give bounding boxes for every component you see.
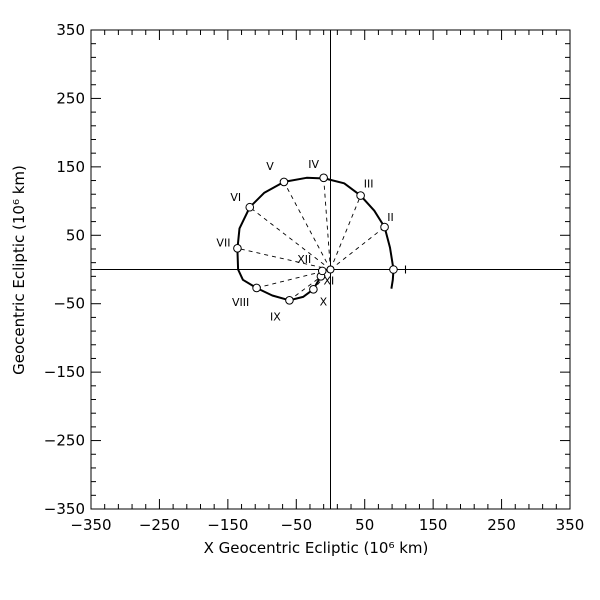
point-marker [380, 222, 389, 232]
x-tick-label: 350 [556, 516, 585, 534]
point-label: II [387, 211, 394, 224]
x-tick-label: 150 [419, 516, 448, 534]
y-tick-label: −150 [44, 363, 85, 381]
y-tick-label: −50 [53, 295, 85, 313]
origin-marker [326, 265, 335, 274]
radial-dashed-line [323, 177, 331, 270]
trajectory-line [236, 176, 395, 302]
point-label: I [404, 264, 407, 277]
x-tick-label: 50 [355, 516, 374, 534]
point-label: VII [216, 236, 230, 249]
point-marker [319, 173, 328, 183]
point-label: XI [324, 274, 335, 287]
point-label: VIII [232, 296, 249, 309]
x-tick-label: −50 [280, 516, 312, 534]
x-tick-label: 250 [487, 516, 516, 534]
x-tick-label: −350 [70, 516, 111, 534]
y-tick-label: 50 [66, 226, 85, 244]
x-axis-label: X Geocentric Ecliptic (10⁶ km) [204, 539, 429, 557]
point-label: VI [230, 191, 241, 204]
point-label: X [320, 295, 328, 308]
point-marker [309, 285, 318, 294]
point-marker [317, 266, 327, 276]
y-tick-label: 350 [56, 21, 85, 39]
y-axis-label: Geocentric Ecliptic (10⁶ km) [10, 165, 28, 375]
point-marker [389, 265, 398, 274]
point-marker [285, 295, 294, 305]
point-label: XII [297, 253, 311, 266]
point-marker [233, 243, 242, 253]
point-label: IV [308, 158, 319, 171]
point-label: IX [270, 310, 281, 323]
y-tick-label: −250 [44, 432, 85, 450]
radial-dashed-line [330, 226, 385, 270]
x-tick-label: −250 [139, 516, 180, 534]
radial-dashed-line [249, 206, 331, 270]
y-tick-label: 250 [56, 89, 85, 107]
point-marker [245, 202, 255, 212]
point-label: V [266, 160, 274, 173]
radial-dashed-line [283, 181, 331, 270]
radial-dashed-line [330, 195, 362, 270]
point-marker [356, 191, 365, 200]
y-tick-label: 150 [56, 158, 85, 176]
point-label: III [364, 178, 374, 191]
x-tick-label: −150 [207, 516, 248, 534]
point-marker [252, 283, 261, 293]
point-marker [279, 177, 289, 187]
y-tick-label: −350 [44, 500, 85, 518]
